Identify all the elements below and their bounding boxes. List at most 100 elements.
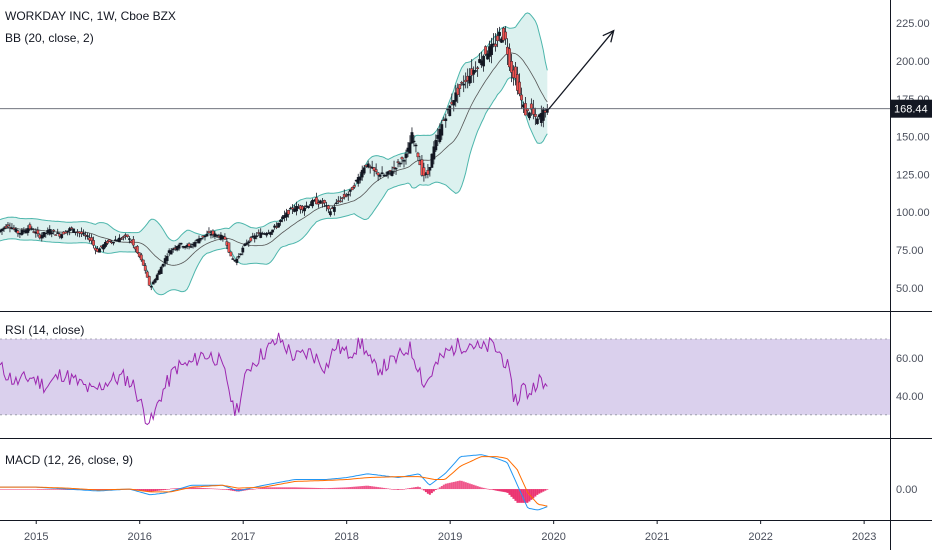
candle-body xyxy=(108,239,111,242)
candle-body xyxy=(456,87,460,95)
candle-body xyxy=(151,281,155,285)
candle-body xyxy=(279,219,283,223)
time-tick-label: 2015 xyxy=(24,531,48,543)
candle-body xyxy=(187,243,191,247)
macd-histogram-bar xyxy=(44,489,47,490)
macd-histogram-bar xyxy=(48,489,51,490)
macd-histogram-bar xyxy=(329,488,332,490)
candle-body xyxy=(500,38,503,43)
macd-histogram-bar xyxy=(194,487,197,490)
macd-histogram-bar xyxy=(474,485,477,490)
macd-histogram-bar xyxy=(536,489,539,495)
candle-body xyxy=(346,193,350,196)
macd-histogram-bar xyxy=(488,489,491,490)
macd-histogram-bar xyxy=(371,486,374,490)
candle-body xyxy=(147,276,151,286)
candle-body xyxy=(358,176,362,181)
macd-histogram-bar xyxy=(56,489,59,490)
rsi-title: RSI (14, close) xyxy=(5,323,84,337)
bollinger-basis xyxy=(0,52,548,266)
macd-histogram-bar xyxy=(434,489,437,490)
candle-body xyxy=(498,32,501,36)
candle-body xyxy=(36,229,40,234)
candle-body xyxy=(48,229,52,235)
macd-histogram-bar xyxy=(321,488,324,490)
macd-histogram-bar xyxy=(408,488,411,490)
macd-histogram-bar xyxy=(0,489,3,490)
macd-histogram-bar xyxy=(426,489,429,494)
macd-histogram-bar xyxy=(10,489,13,490)
candle-body xyxy=(356,177,360,184)
macd-histogram-bar xyxy=(335,487,338,490)
macd-histogram-bar xyxy=(454,481,457,490)
macd-histogram-bar xyxy=(522,489,525,503)
candle-body xyxy=(161,263,165,267)
macd-histogram-bar xyxy=(291,487,294,490)
macd-histogram-bar xyxy=(211,488,214,490)
macd-histogram-bar xyxy=(16,489,19,490)
macd-histogram-bar xyxy=(456,481,459,490)
macd-histogram-bar xyxy=(8,489,11,490)
macd-histogram-bar xyxy=(190,487,193,490)
candle-body xyxy=(205,233,209,237)
candle-body xyxy=(472,69,476,75)
rsi-line xyxy=(0,332,548,426)
candle-body xyxy=(362,167,366,174)
time-tick-label: 2017 xyxy=(231,531,255,543)
macd-histogram-bar xyxy=(397,489,400,490)
macd-histogram-bar xyxy=(432,489,435,492)
macd-histogram-bar xyxy=(140,489,143,491)
candle-body xyxy=(372,167,376,171)
macd-histogram-bar xyxy=(448,482,451,490)
macd-histogram-bar xyxy=(245,489,248,491)
candle-body xyxy=(474,70,478,72)
candle-body xyxy=(119,238,123,240)
candle-body xyxy=(432,146,436,160)
macd-histogram-bar xyxy=(168,488,171,490)
candle-body xyxy=(378,174,382,177)
macd-histogram-bar xyxy=(381,487,384,490)
candle-body xyxy=(352,185,356,188)
candle-body xyxy=(42,232,46,237)
time-tick-label: 2023 xyxy=(852,531,876,543)
bollinger-band-fill xyxy=(0,12,548,295)
macd-histogram-bar xyxy=(496,489,499,491)
macd-histogram-bar xyxy=(98,489,101,490)
macd-histogram-bar xyxy=(385,488,388,490)
macd-histogram-bar xyxy=(285,487,288,490)
macd-line xyxy=(0,454,548,511)
macd-histogram-bar xyxy=(265,487,268,490)
macd-histogram-bar xyxy=(452,481,455,490)
macd-histogram-bar xyxy=(530,489,533,500)
macd-histogram-bar xyxy=(480,487,483,490)
candle-body xyxy=(50,232,54,235)
macd-histogram-bar xyxy=(267,487,270,490)
candle-body xyxy=(348,189,352,192)
macd-histogram-bar xyxy=(207,488,210,490)
macd-histogram-bar xyxy=(365,485,368,490)
candle-body xyxy=(388,170,392,172)
candle-body xyxy=(229,251,233,257)
macd-histogram-bar xyxy=(219,488,222,490)
candle-body xyxy=(30,228,34,230)
macd-tick-label: 0.00 xyxy=(896,484,917,496)
macd-histogram-bar xyxy=(12,489,15,490)
candle-body xyxy=(155,274,159,281)
macd-histogram-bar xyxy=(160,489,163,491)
price-tick-label: 125.00 xyxy=(896,169,930,181)
candle-body xyxy=(426,170,430,175)
time-tick-label: 2019 xyxy=(438,531,462,543)
macd-histogram-bar xyxy=(524,489,527,503)
price-tick-label: 150.00 xyxy=(896,132,930,144)
macd-histogram-bar xyxy=(313,487,316,490)
projection-arrow-line xyxy=(547,30,615,110)
macd-histogram-bar xyxy=(14,489,17,490)
candle-body xyxy=(102,244,105,250)
macd-histogram-bar xyxy=(225,489,228,490)
macd-histogram-bar xyxy=(478,486,481,490)
macd-histogram-bar xyxy=(492,489,495,491)
chart-marks xyxy=(0,12,890,511)
candle-body xyxy=(535,118,539,125)
candle-body xyxy=(338,200,342,203)
